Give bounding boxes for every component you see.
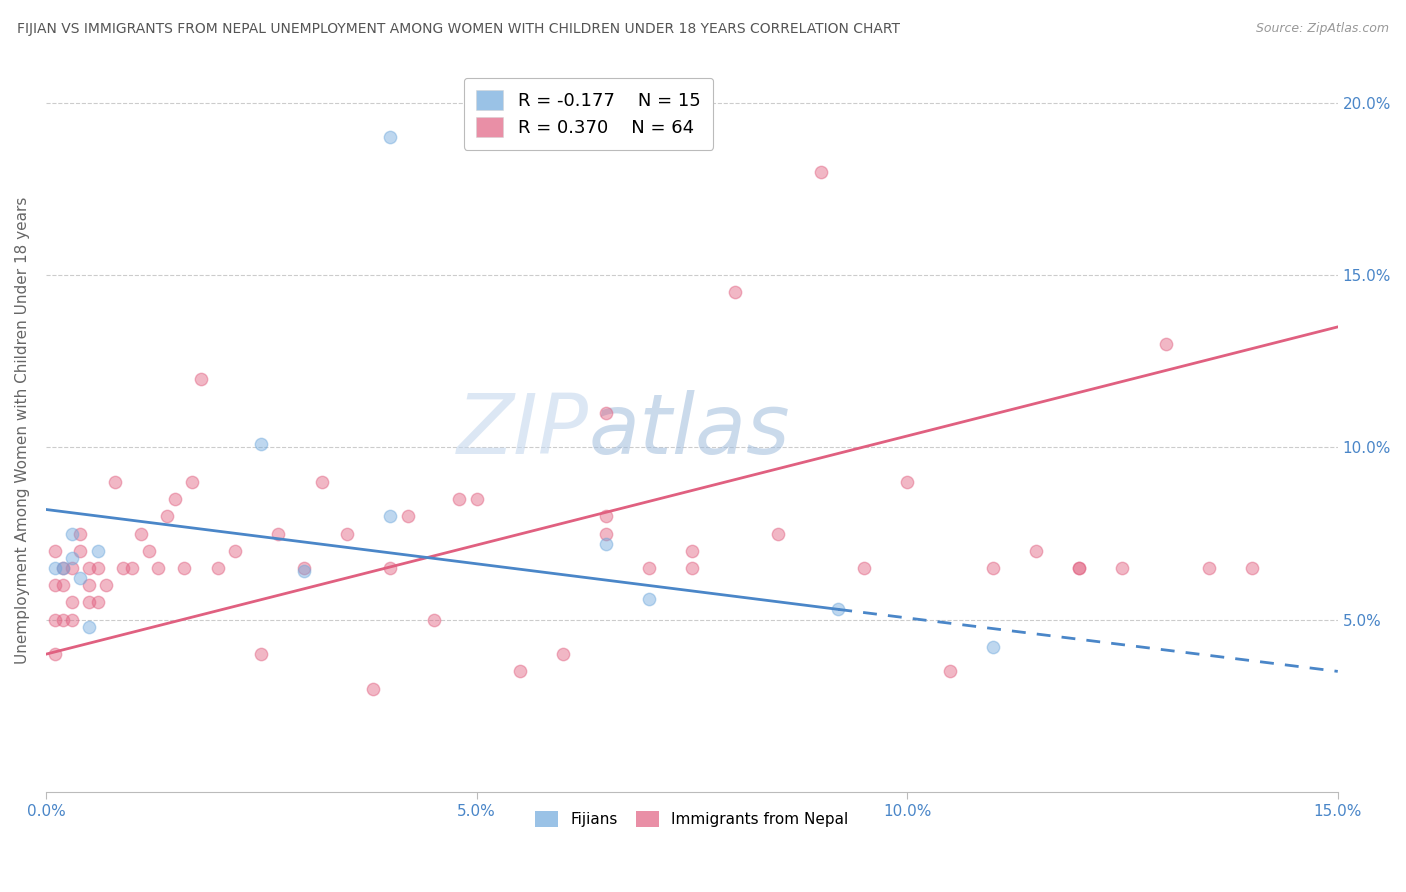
Point: [69, 544, 91, 558]
Point: [939, 665, 962, 679]
Point: [766, 526, 789, 541]
Point: [44, 647, 66, 661]
Point: [77, 578, 100, 592]
Point: [1111, 561, 1133, 575]
Y-axis label: Unemployment Among Women with Children Under 18 years: Unemployment Among Women with Children U…: [15, 196, 30, 664]
Point: [60, 526, 83, 541]
Point: [1154, 337, 1177, 351]
Point: [681, 544, 703, 558]
Point: [637, 561, 659, 575]
Point: [810, 165, 832, 179]
Point: [595, 537, 617, 551]
Point: [724, 285, 747, 300]
Point: [52, 613, 75, 627]
Text: ZIP: ZIP: [457, 390, 589, 471]
Point: [981, 561, 1004, 575]
Point: [224, 544, 246, 558]
Point: [60, 550, 83, 565]
Point: [509, 665, 531, 679]
Point: [138, 544, 160, 558]
Point: [86, 561, 108, 575]
Point: [449, 492, 471, 507]
Point: [69, 571, 91, 585]
Point: [1069, 561, 1091, 575]
Point: [190, 371, 212, 385]
Text: atlas: atlas: [589, 390, 790, 471]
Point: [173, 561, 195, 575]
Point: [69, 526, 91, 541]
Point: [77, 561, 100, 575]
Point: [853, 561, 876, 575]
Point: [396, 509, 419, 524]
Point: [181, 475, 204, 489]
Point: [595, 509, 617, 524]
Point: [336, 526, 359, 541]
Point: [60, 561, 83, 575]
Point: [112, 561, 135, 575]
Point: [129, 526, 152, 541]
Point: [44, 613, 66, 627]
Point: [44, 578, 66, 592]
Point: [207, 561, 229, 575]
Point: [1025, 544, 1047, 558]
Point: [896, 475, 918, 489]
Legend: Fijians, Immigrants from Nepal: Fijians, Immigrants from Nepal: [527, 804, 856, 835]
Point: [292, 561, 315, 575]
Point: [380, 561, 402, 575]
Point: [77, 619, 100, 633]
Point: [86, 595, 108, 609]
Point: [165, 492, 187, 507]
Text: Source: ZipAtlas.com: Source: ZipAtlas.com: [1256, 22, 1389, 36]
Point: [77, 595, 100, 609]
Point: [52, 578, 75, 592]
Point: [981, 640, 1004, 655]
Point: [52, 561, 75, 575]
Point: [292, 565, 315, 579]
Point: [380, 509, 402, 524]
Text: FIJIAN VS IMMIGRANTS FROM NEPAL UNEMPLOYMENT AMONG WOMEN WITH CHILDREN UNDER 18 : FIJIAN VS IMMIGRANTS FROM NEPAL UNEMPLOY…: [17, 22, 900, 37]
Point: [121, 561, 143, 575]
Point: [267, 526, 290, 541]
Point: [311, 475, 333, 489]
Point: [60, 595, 83, 609]
Point: [827, 602, 849, 616]
Point: [361, 681, 384, 696]
Point: [595, 406, 617, 420]
Point: [551, 647, 574, 661]
Point: [44, 561, 66, 575]
Point: [250, 437, 273, 451]
Point: [52, 561, 75, 575]
Point: [60, 613, 83, 627]
Point: [681, 561, 703, 575]
Point: [637, 592, 659, 607]
Point: [422, 613, 444, 627]
Point: [380, 130, 402, 145]
Point: [104, 475, 127, 489]
Point: [96, 578, 118, 592]
Point: [44, 544, 66, 558]
Point: [595, 526, 617, 541]
Point: [1198, 561, 1220, 575]
Point: [155, 509, 177, 524]
Point: [250, 647, 273, 661]
Point: [465, 492, 488, 507]
Point: [1069, 561, 1091, 575]
Point: [86, 544, 108, 558]
Point: [146, 561, 169, 575]
Point: [1240, 561, 1263, 575]
